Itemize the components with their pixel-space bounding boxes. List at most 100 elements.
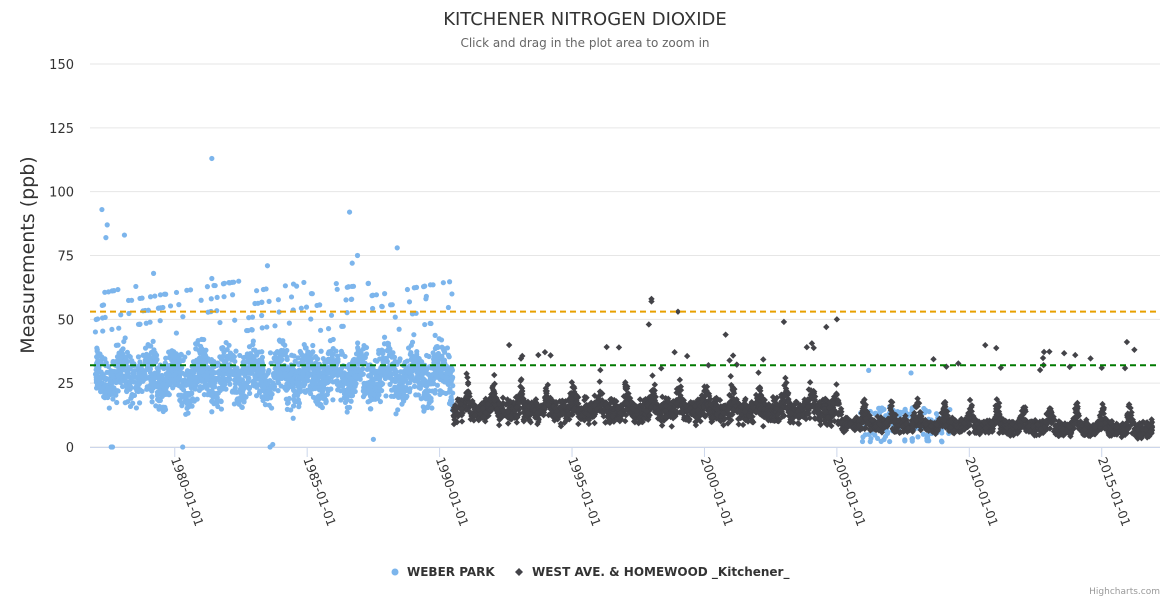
data-point[interactable] bbox=[110, 444, 115, 449]
data-point[interactable] bbox=[188, 369, 193, 374]
data-point[interactable] bbox=[1041, 349, 1047, 355]
data-point[interactable] bbox=[728, 373, 734, 379]
data-point[interactable] bbox=[129, 385, 134, 390]
data-point[interactable] bbox=[908, 370, 913, 375]
data-point[interactable] bbox=[148, 294, 153, 299]
data-point[interactable] bbox=[115, 359, 120, 364]
data-point[interactable] bbox=[443, 376, 448, 381]
data-point[interactable] bbox=[99, 207, 104, 212]
data-point[interactable] bbox=[441, 280, 446, 285]
data-point[interactable] bbox=[143, 355, 148, 360]
data-point[interactable] bbox=[144, 321, 149, 326]
data-point[interactable] bbox=[224, 340, 229, 345]
data-point[interactable] bbox=[339, 349, 344, 354]
data-point[interactable] bbox=[181, 358, 186, 363]
data-point[interactable] bbox=[407, 380, 412, 385]
data-point[interactable] bbox=[115, 343, 120, 348]
data-point[interactable] bbox=[116, 388, 121, 393]
data-point[interactable] bbox=[163, 356, 168, 361]
data-point[interactable] bbox=[368, 406, 373, 411]
data-point[interactable] bbox=[155, 390, 160, 395]
data-point[interactable] bbox=[367, 398, 372, 403]
data-point[interactable] bbox=[439, 369, 444, 374]
data-point[interactable] bbox=[431, 350, 436, 355]
data-point[interactable] bbox=[161, 382, 166, 387]
data-point[interactable] bbox=[320, 396, 325, 401]
data-point[interactable] bbox=[387, 352, 392, 357]
data-point[interactable] bbox=[299, 306, 304, 311]
data-point[interactable] bbox=[393, 359, 398, 364]
data-point[interactable] bbox=[397, 356, 402, 361]
data-point[interactable] bbox=[346, 373, 351, 378]
data-point[interactable] bbox=[366, 281, 371, 286]
data-point[interactable] bbox=[446, 305, 451, 310]
data-point[interactable] bbox=[339, 324, 344, 329]
data-point[interactable] bbox=[325, 387, 330, 392]
data-point[interactable] bbox=[237, 353, 242, 358]
data-point[interactable] bbox=[267, 403, 272, 408]
data-point[interactable] bbox=[192, 399, 197, 404]
data-point[interactable] bbox=[420, 372, 425, 377]
data-point[interactable] bbox=[285, 357, 290, 362]
data-point[interactable] bbox=[221, 281, 226, 286]
data-point[interactable] bbox=[383, 393, 388, 398]
data-point[interactable] bbox=[289, 294, 294, 299]
data-point[interactable] bbox=[105, 222, 110, 227]
data-point[interactable] bbox=[315, 368, 320, 373]
data-point[interactable] bbox=[312, 374, 317, 379]
data-point[interactable] bbox=[939, 439, 944, 444]
data-point[interactable] bbox=[283, 283, 288, 288]
data-point[interactable] bbox=[426, 404, 431, 409]
data-point[interactable] bbox=[412, 384, 417, 389]
data-point[interactable] bbox=[389, 394, 394, 399]
data-point[interactable] bbox=[177, 370, 182, 375]
data-point[interactable] bbox=[863, 432, 868, 437]
data-point[interactable] bbox=[279, 383, 284, 388]
data-point[interactable] bbox=[433, 333, 438, 338]
data-point[interactable] bbox=[205, 310, 210, 315]
data-point[interactable] bbox=[376, 348, 381, 353]
data-point[interactable] bbox=[170, 385, 175, 390]
data-point[interactable] bbox=[335, 369, 340, 374]
data-point[interactable] bbox=[314, 303, 319, 308]
data-point[interactable] bbox=[244, 328, 249, 333]
data-point[interactable] bbox=[219, 379, 224, 384]
data-point[interactable] bbox=[450, 376, 455, 381]
data-point[interactable] bbox=[172, 355, 177, 360]
data-point[interactable] bbox=[671, 349, 677, 355]
data-point[interactable] bbox=[121, 378, 126, 383]
data-point[interactable] bbox=[225, 378, 230, 383]
data-point[interactable] bbox=[872, 432, 877, 437]
data-point[interactable] bbox=[287, 321, 292, 326]
data-point[interactable] bbox=[138, 388, 143, 393]
data-point[interactable] bbox=[240, 405, 245, 410]
data-point[interactable] bbox=[100, 328, 105, 333]
data-point[interactable] bbox=[103, 235, 108, 240]
data-point[interactable] bbox=[355, 253, 360, 258]
data-point[interactable] bbox=[133, 386, 138, 391]
data-point[interactable] bbox=[305, 388, 310, 393]
data-point[interactable] bbox=[240, 385, 245, 390]
data-point[interactable] bbox=[817, 422, 823, 428]
data-point[interactable] bbox=[333, 348, 338, 353]
data-point[interactable] bbox=[153, 383, 158, 388]
data-point[interactable] bbox=[185, 400, 190, 405]
data-point[interactable] bbox=[153, 350, 158, 355]
data-point[interactable] bbox=[149, 394, 154, 399]
data-point[interactable] bbox=[879, 439, 884, 444]
data-point[interactable] bbox=[260, 325, 265, 330]
data-point[interactable] bbox=[203, 348, 208, 353]
data-point[interactable] bbox=[100, 315, 105, 320]
data-point[interactable] bbox=[210, 392, 215, 397]
data-point[interactable] bbox=[340, 383, 345, 388]
data-point[interactable] bbox=[367, 373, 372, 378]
data-point[interactable] bbox=[270, 380, 275, 385]
data-point[interactable] bbox=[277, 370, 282, 375]
data-point[interactable] bbox=[268, 390, 273, 395]
data-point[interactable] bbox=[97, 378, 102, 383]
data-point[interactable] bbox=[252, 374, 257, 379]
data-point[interactable] bbox=[320, 382, 325, 387]
data-point[interactable] bbox=[649, 372, 655, 378]
data-point[interactable] bbox=[807, 379, 813, 385]
data-point[interactable] bbox=[145, 384, 150, 389]
